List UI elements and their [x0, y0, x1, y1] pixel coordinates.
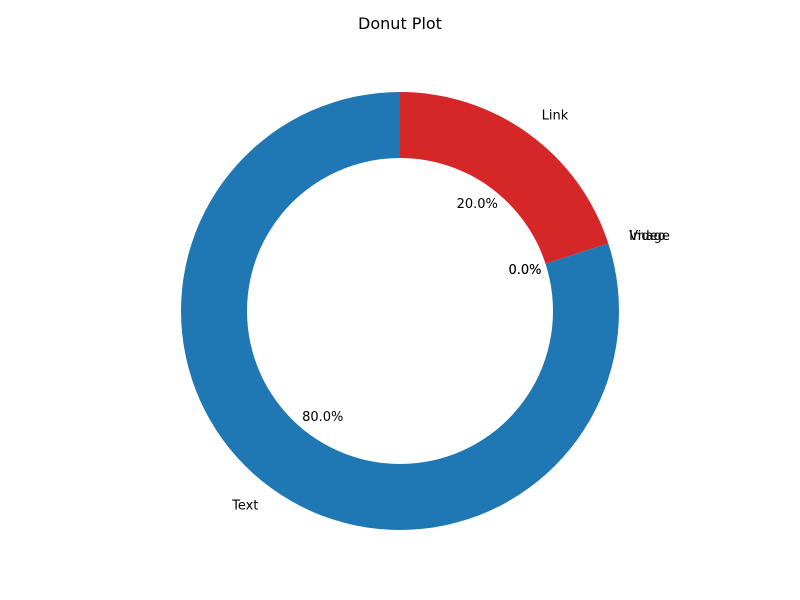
slice-label-image: Image	[629, 229, 670, 244]
slice-label-text: Text	[231, 498, 258, 513]
slice-link	[400, 92, 609, 264]
slice-percent-image: 0.0%	[508, 263, 541, 278]
slice-percent-text: 80.0%	[302, 410, 343, 425]
chart-title: Donut Plot	[358, 14, 442, 33]
slice-label-video: Video	[629, 229, 665, 244]
slice-percent-video: 0.0%	[508, 263, 541, 278]
slice-label-link: Link	[542, 109, 569, 124]
donut-slices	[181, 91, 619, 531]
slice-text	[181, 91, 619, 531]
slice-percent-link: 20.0%	[457, 197, 498, 212]
